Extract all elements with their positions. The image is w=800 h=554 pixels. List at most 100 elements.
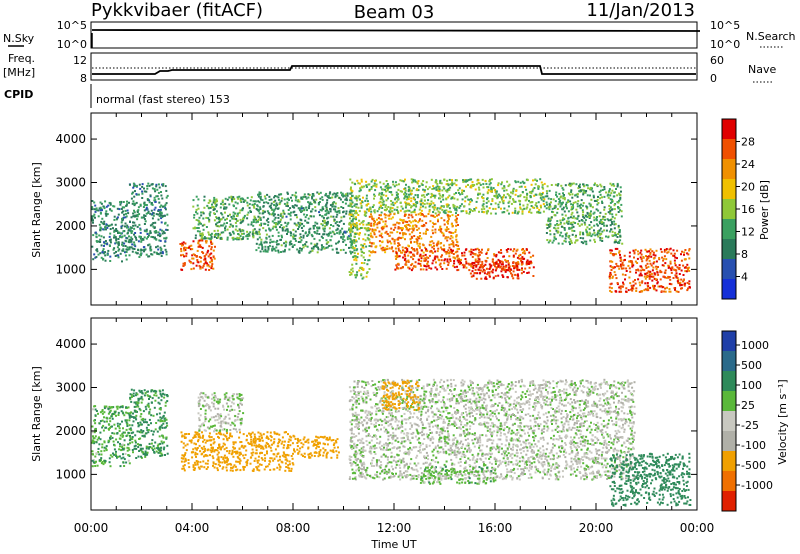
heatmap-cell xyxy=(197,198,200,201)
heatmap-cell xyxy=(437,220,439,223)
heatmap-cell xyxy=(557,198,560,201)
heatmap-cell xyxy=(191,254,194,257)
heatmap-cell xyxy=(619,196,622,199)
freq-unit: [MHz] xyxy=(3,66,35,79)
heatmap-cell xyxy=(252,224,255,227)
heatmap-cell xyxy=(404,191,407,194)
heatmap-cell xyxy=(355,222,358,224)
heatmap-cell xyxy=(668,290,671,293)
heatmap-cell xyxy=(324,210,327,212)
heatmap-cell xyxy=(198,245,201,248)
heatmap-cell xyxy=(525,263,528,266)
heatmap-cell xyxy=(150,422,152,425)
heatmap-cell xyxy=(149,245,152,248)
heatmap-cell xyxy=(327,195,330,197)
heatmap-cell xyxy=(343,239,346,242)
heatmap-cell xyxy=(242,236,245,239)
heatmap-cell xyxy=(674,269,677,272)
heatmap-cell xyxy=(643,275,646,278)
heatmap-cell xyxy=(636,257,639,260)
heatmap-cell xyxy=(296,200,299,203)
heatmap-cell xyxy=(392,183,395,186)
colorbar-swatch xyxy=(722,139,736,160)
heatmap-cell xyxy=(548,208,551,211)
heatmap-cell xyxy=(610,260,612,263)
heatmap-cell xyxy=(608,204,611,207)
heatmap-cell xyxy=(275,241,278,244)
heatmap-cell xyxy=(491,198,494,201)
heatmap-cell xyxy=(161,197,164,200)
heatmap-cell xyxy=(464,196,467,199)
heatmap-cell xyxy=(236,215,238,217)
heatmap-cell xyxy=(586,194,589,197)
heatmap-cell xyxy=(392,228,395,231)
heatmap-cell xyxy=(162,230,165,233)
heatmap-cell xyxy=(613,208,616,211)
heatmap-cell xyxy=(422,225,425,228)
heatmap-cell xyxy=(119,203,122,206)
heatmap-cell xyxy=(429,204,432,207)
heatmap-cell xyxy=(410,192,413,195)
heatmap-cell xyxy=(419,212,422,214)
heatmap-cell xyxy=(488,207,491,210)
heatmap-cell xyxy=(379,181,382,184)
heatmap-cell xyxy=(614,247,617,250)
heatmap-cell xyxy=(122,210,124,213)
heatmap-cell xyxy=(94,408,97,411)
heatmap-region xyxy=(128,182,169,258)
heatmap-cell xyxy=(481,178,484,181)
heatmap-cell xyxy=(684,282,686,285)
heatmap-cell xyxy=(540,194,543,197)
heatmap-cell xyxy=(508,194,511,197)
heatmap-cell xyxy=(485,278,488,280)
heatmap-cell xyxy=(388,247,391,250)
heatmap-cell xyxy=(334,195,337,198)
heatmap-cell xyxy=(107,439,110,442)
heatmap-cell xyxy=(208,220,211,223)
heatmap-cell xyxy=(593,219,596,222)
heatmap-cell xyxy=(129,183,131,186)
heatmap-cell xyxy=(111,412,114,415)
heatmap-cell xyxy=(154,199,157,202)
heatmap-cell xyxy=(521,212,524,215)
heatmap-cell xyxy=(425,232,427,235)
heatmap-cell xyxy=(431,221,434,224)
heatmap-cell xyxy=(401,251,404,254)
heatmap-cell xyxy=(472,267,475,270)
heatmap-cell xyxy=(669,267,672,270)
heatmap-cell xyxy=(397,198,400,201)
heatmap-cell xyxy=(571,229,574,232)
heatmap-cell xyxy=(407,185,410,188)
heatmap-cell xyxy=(122,456,125,459)
heatmap-cell xyxy=(381,191,384,194)
heatmap-cell xyxy=(345,210,348,213)
heatmap-cell xyxy=(454,228,457,231)
heatmap-cell xyxy=(349,188,352,191)
heatmap-cell xyxy=(231,225,234,227)
heatmap-cell xyxy=(374,229,377,232)
heatmap-cell xyxy=(134,410,137,413)
heatmap-cell xyxy=(98,223,101,226)
heatmap-cell xyxy=(328,232,330,235)
heatmap-cell xyxy=(312,215,315,218)
heatmap-cell xyxy=(130,227,133,229)
heatmap-cell xyxy=(451,239,454,242)
heatmap-cell xyxy=(265,233,268,236)
heatmap-cell xyxy=(292,233,295,236)
heatmap-cell xyxy=(572,215,575,218)
heatmap-cell xyxy=(422,188,425,191)
heatmap-cell xyxy=(286,192,289,195)
heatmap-cell xyxy=(238,233,241,236)
nsky-panel xyxy=(90,21,698,49)
heatmap-cell xyxy=(155,422,158,424)
heatmap-cell xyxy=(92,453,94,456)
heatmap-cell xyxy=(122,431,125,434)
heatmap-cell xyxy=(338,232,341,235)
heatmap-cell xyxy=(617,224,620,227)
heatmap-cell xyxy=(163,426,166,429)
heatmap-cell xyxy=(222,203,225,206)
heatmap-cell xyxy=(548,202,551,205)
date-title: 11/Jan/2013 xyxy=(586,0,695,21)
heatmap-cell xyxy=(159,235,161,238)
heatmap-cell xyxy=(302,234,305,237)
